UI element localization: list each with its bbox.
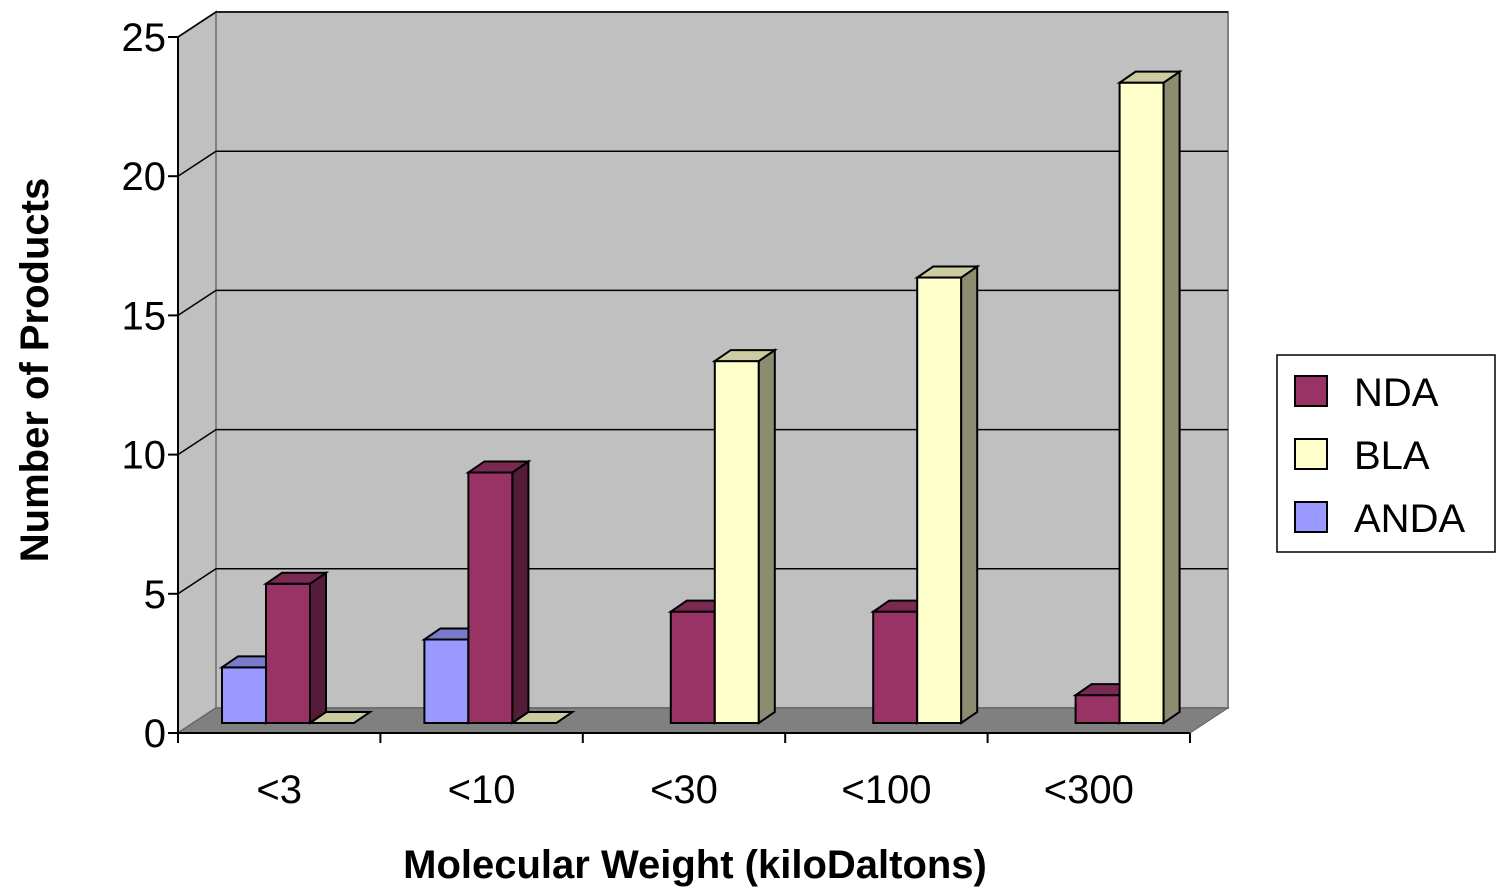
legend-item-bla: BLA [1294,434,1430,478]
bar-nda [262,570,330,725]
bar-top [509,711,576,724]
bar-bla [913,264,981,725]
x-tick-label: <3 [256,768,302,812]
x-tick-label: <100 [841,768,931,812]
legend-label: NDA [1354,371,1439,415]
legend-item-nda: NDA [1294,371,1439,415]
legend: NDA BLA ANDA [1276,354,1496,553]
x-tick-label: <30 [650,768,718,812]
bar-top [262,571,330,585]
bar-side [960,264,979,725]
bar-bla [509,711,576,724]
legend-item-anda: ANDA [1294,497,1465,541]
bar-top [1116,70,1183,84]
bar-front [1118,81,1165,725]
bar-bla [711,348,779,725]
bar-nda [465,459,532,725]
legend-label: ANDA [1354,497,1465,541]
y-tick-label: 25 [122,16,167,60]
gridline [177,150,1228,177]
x-tick-label: <10 [448,768,516,812]
gridline [177,289,1228,317]
legend-swatch [1294,501,1328,533]
bar-top [306,711,374,724]
bar-front [872,610,919,725]
bar-front [713,360,760,724]
y-axis-title: Number of Products [13,178,57,562]
x-tick-label: <300 [1044,768,1134,812]
bar-top [913,265,981,279]
x-tick-labels: <3 <10 <30 <100 <300 [256,768,1133,812]
y-tick-labels: 0 5 10 15 20 25 [122,16,167,756]
bar-front [221,666,267,725]
y-tick-label: 5 [144,573,166,617]
side-wall [177,10,217,735]
bar-bla [1116,69,1183,725]
gridline [177,428,1228,456]
legend-swatch [1294,375,1328,407]
bar-top [711,349,779,363]
y-tick-label: 15 [122,294,167,338]
bar-front [669,610,716,725]
bar-front [423,638,470,724]
y-tick-label: 20 [122,155,167,199]
bars [218,69,1183,725]
bar-front [265,582,311,724]
bar-top [465,460,532,474]
gridline [177,568,1228,595]
legend-label: BLA [1354,434,1430,478]
x-axis-title: Molecular Weight (kiloDaltons) [403,843,987,887]
bar-bla [306,711,374,724]
gridlines [177,11,1228,595]
bar-side [309,570,327,725]
axes [168,36,1191,743]
bar-side [511,459,530,725]
legend-swatch [1294,438,1328,470]
bar-front [916,276,963,724]
bar-front [1074,694,1121,724]
bar-side [1162,69,1181,725]
bar-side [757,348,776,725]
bar-front [467,471,514,724]
y-tick-label: 10 [122,434,167,478]
y-tick-label: 0 [144,712,166,756]
gridline [177,11,1228,38]
